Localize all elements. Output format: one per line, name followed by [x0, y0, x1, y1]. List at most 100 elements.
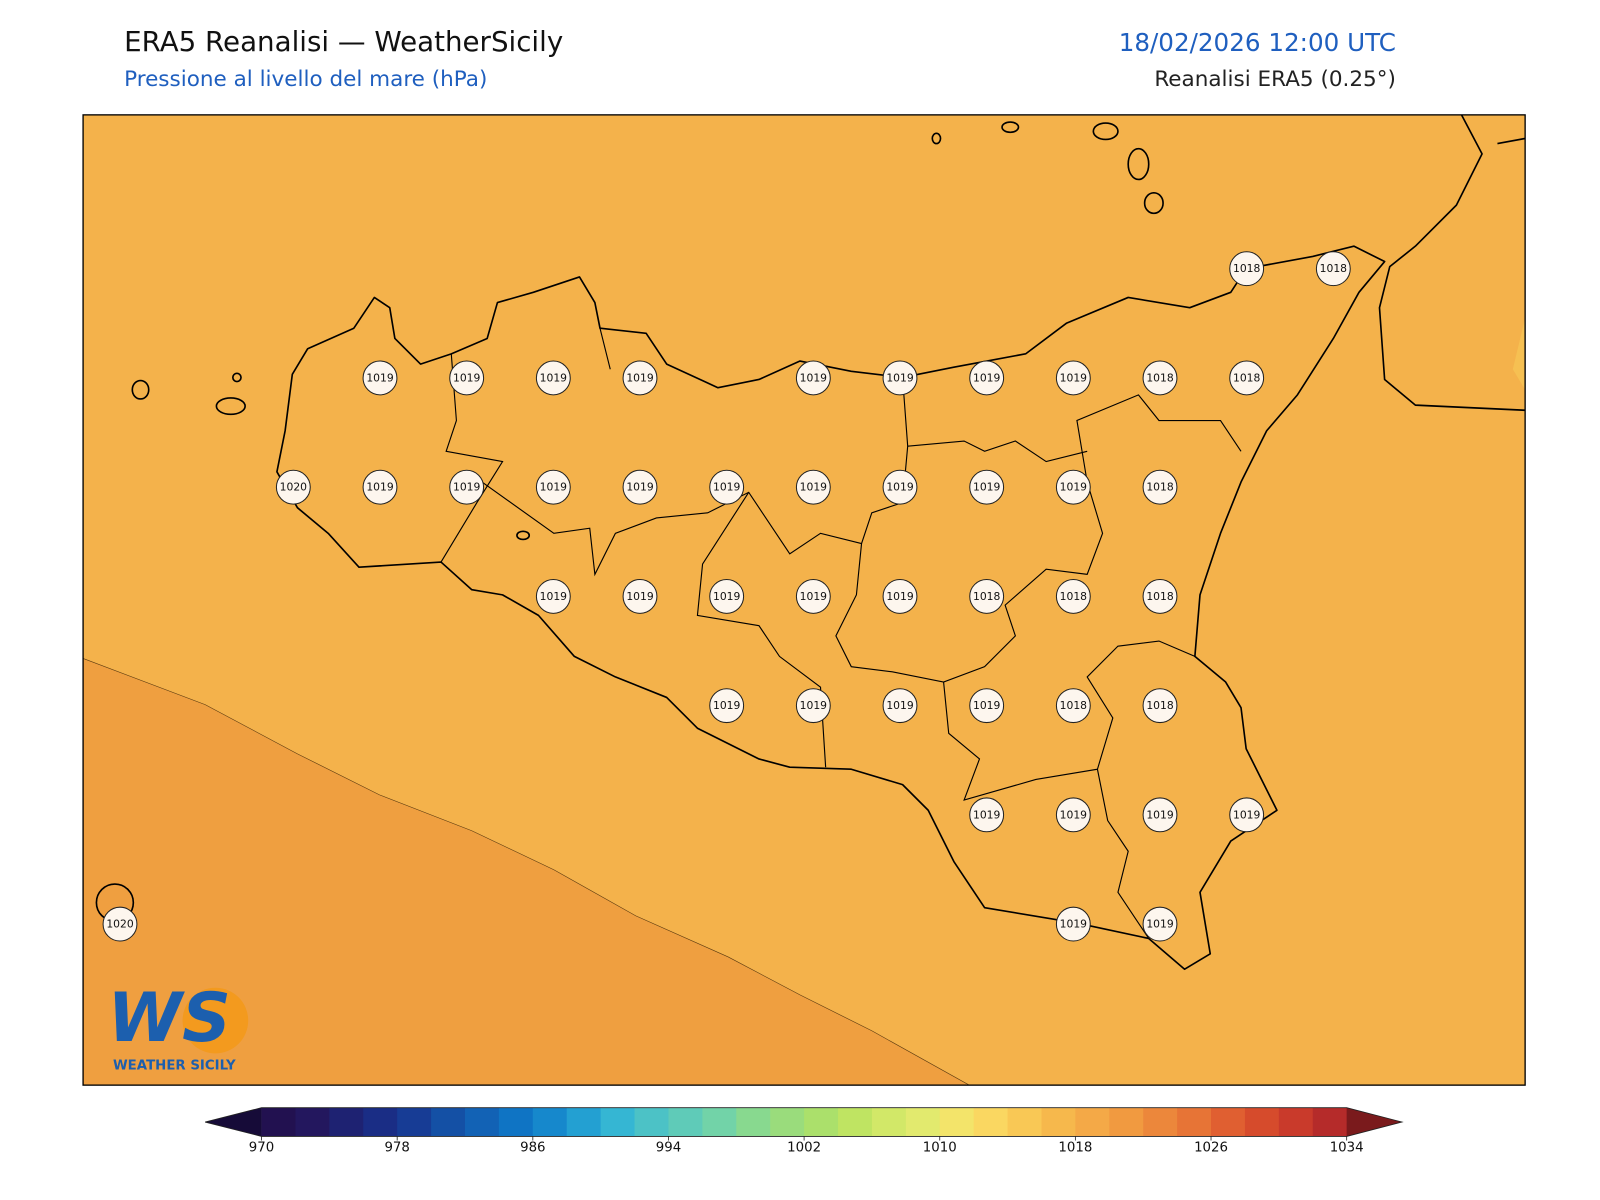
colorbar-segment [363, 1107, 398, 1137]
marker-circle [709, 469, 745, 505]
marker-circle [882, 360, 918, 396]
colorbar-segment [1143, 1107, 1178, 1137]
colorbar-segment [702, 1107, 737, 1137]
colorbar-segment [329, 1107, 364, 1137]
marker-label: 1019 [713, 590, 741, 603]
coastline-sicily [276, 245, 1386, 971]
marker-circle [1142, 578, 1178, 614]
marker-circle [362, 469, 398, 505]
coastline-calabria [1497, 137, 1526, 145]
colorbar-segment [295, 1107, 330, 1137]
colorbar-segment [465, 1107, 500, 1137]
colorbar-tick-label: 1018 [1058, 1141, 1092, 1156]
colorbar-segment [600, 1107, 636, 1137]
marker-label: 1019 [886, 371, 914, 384]
marker-circle [1055, 469, 1091, 505]
marker-label: 1019 [973, 371, 1001, 384]
marker-circle [795, 688, 831, 724]
marker-circle [1142, 797, 1178, 833]
marker-label: 1018 [1146, 371, 1174, 384]
marker-label: 1019 [973, 699, 1001, 712]
marker-circle [1055, 797, 1091, 833]
colorbar-segment [668, 1107, 703, 1137]
marker-circle [622, 578, 658, 614]
marker-label: 1019 [540, 590, 568, 603]
colorbar-tick-label: 1010 [923, 1141, 957, 1156]
marker-label: 1018 [973, 590, 1001, 603]
marker-circle [882, 469, 918, 505]
marker-label: 1018 [1320, 262, 1348, 275]
colorbar-segment [804, 1107, 839, 1137]
colorbar-segment [770, 1107, 805, 1137]
coastline-calabria [1378, 114, 1526, 412]
marker-label: 1019 [800, 371, 828, 384]
logo-sun [182, 987, 249, 1054]
marker-circle [882, 688, 918, 724]
colorbar-under [205, 1107, 262, 1137]
marker-circle [1055, 578, 1091, 614]
colorbar-segment [498, 1107, 534, 1137]
marker-label: 1018 [1060, 590, 1088, 603]
marker-label: 1019 [1233, 808, 1261, 821]
colorbar-segment [838, 1107, 873, 1137]
marker-circle [449, 360, 485, 396]
marker-label: 1018 [1233, 262, 1261, 275]
logo-letters: WS [108, 978, 231, 1057]
marker-label: 1019 [800, 699, 828, 712]
marker-label: 1019 [800, 481, 828, 494]
marker-circle [1055, 906, 1091, 942]
marker-circle [1142, 906, 1178, 942]
marker-circle [1142, 688, 1178, 724]
marker-label: 1018 [1060, 699, 1088, 712]
colorbar-segment [1312, 1107, 1348, 1137]
colorbar-tick-label: 970 [249, 1141, 274, 1156]
colorbar-tick-label: 986 [520, 1141, 545, 1156]
marker-circle [535, 360, 571, 396]
marker-circle [1229, 360, 1265, 396]
marker-label: 1019 [886, 481, 914, 494]
colorbar-segment [1177, 1107, 1212, 1137]
marker-circle [362, 360, 398, 396]
marker-circle [275, 469, 311, 505]
title: ERA5 Reanalisi — WeatherSicily [124, 25, 563, 58]
marker-label: 1019 [366, 371, 394, 384]
marker-label: 1019 [1060, 808, 1088, 821]
marker-circle [969, 797, 1005, 833]
pressure-band [1512, 317, 1526, 390]
colorbar-segment [1278, 1107, 1314, 1137]
logo: WS WEATHER SICILY [108, 978, 249, 1074]
marker-label: 1019 [1060, 481, 1088, 494]
marker-label: 1019 [800, 590, 828, 603]
marker-label: 1019 [1146, 918, 1174, 931]
colorbar: 970 978 986 994 1002 1010 1018 1026 1034 [205, 1107, 1404, 1156]
marker-circle [1055, 360, 1091, 396]
pressure-markers: 1018 1018 1019 1019 1019 1019 1019 1019 1019 1019… [102, 251, 1351, 942]
marker-label: 1019 [973, 808, 1001, 821]
marker-label: 1019 [626, 371, 654, 384]
colorbar-segment [905, 1107, 941, 1137]
marker-label: 1018 [1233, 371, 1261, 384]
marker-circle [622, 360, 658, 396]
marker-label: 1019 [626, 481, 654, 494]
marker-label: 1019 [540, 371, 568, 384]
marker-label: 1020 [106, 918, 134, 931]
marker-circle [709, 578, 745, 614]
source: Reanalisi ERA5 (0.25°) [1154, 67, 1396, 92]
colorbar-segment [736, 1107, 771, 1137]
marker-label: 1019 [886, 590, 914, 603]
marker-circle [709, 688, 745, 724]
marker-label: 1019 [886, 699, 914, 712]
colorbar-segment [532, 1107, 568, 1137]
marker-circle [969, 360, 1005, 396]
marker-circle [1315, 251, 1351, 287]
marker-circle [535, 469, 571, 505]
colorbar-tick-label: 1026 [1194, 1141, 1228, 1156]
colorbar-segment [973, 1107, 1009, 1137]
marker-circle [449, 469, 485, 505]
marker-label: 1019 [626, 590, 654, 603]
marker-circle [969, 469, 1005, 505]
colorbar-tick-label: 1034 [1330, 1141, 1364, 1156]
colorbar-tick-label: 994 [656, 1141, 681, 1156]
colorbar-segment [1041, 1107, 1076, 1137]
marker-label: 1019 [1060, 371, 1088, 384]
